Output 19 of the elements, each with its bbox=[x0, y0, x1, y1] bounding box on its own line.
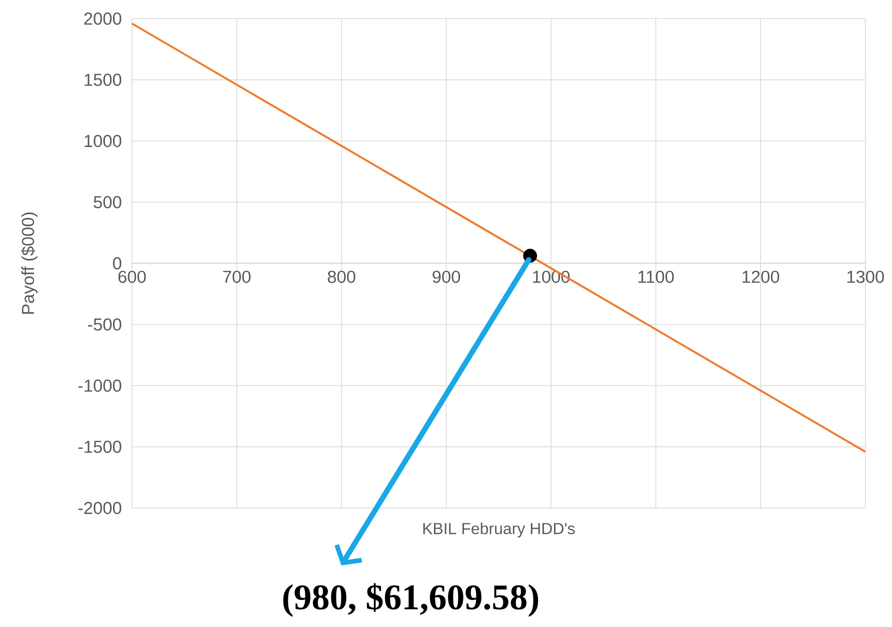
x-axis-title: KBIL February HDD's bbox=[423, 522, 575, 538]
x-tick-label: 600 bbox=[118, 270, 146, 284]
y-tick-label: 0 bbox=[112, 257, 122, 270]
annotation: (980, $61,609.58) bbox=[283, 583, 538, 618]
x-tick-label: 1300 bbox=[847, 270, 884, 284]
y-tick-label: -2000 bbox=[78, 502, 122, 514]
y-tick-label: 500 bbox=[94, 196, 122, 208]
y-tick-label: -500 bbox=[88, 318, 122, 331]
y-tick-label: 1000 bbox=[84, 135, 122, 148]
x-tick-label: 700 bbox=[223, 270, 251, 284]
y-axis-title: Payoff ($000) bbox=[21, 212, 38, 314]
x-tick-label: 1200 bbox=[742, 270, 780, 284]
y-tick-label: -1000 bbox=[78, 380, 122, 392]
x-tick-label: 1100 bbox=[638, 270, 674, 284]
y-tick-label: 2000 bbox=[84, 12, 122, 25]
y-tick-label: 1500 bbox=[84, 74, 122, 86]
x-tick-label: 900 bbox=[432, 270, 460, 284]
y-tick-label: -1500 bbox=[78, 440, 122, 454]
x-tick-label: 800 bbox=[328, 270, 356, 284]
